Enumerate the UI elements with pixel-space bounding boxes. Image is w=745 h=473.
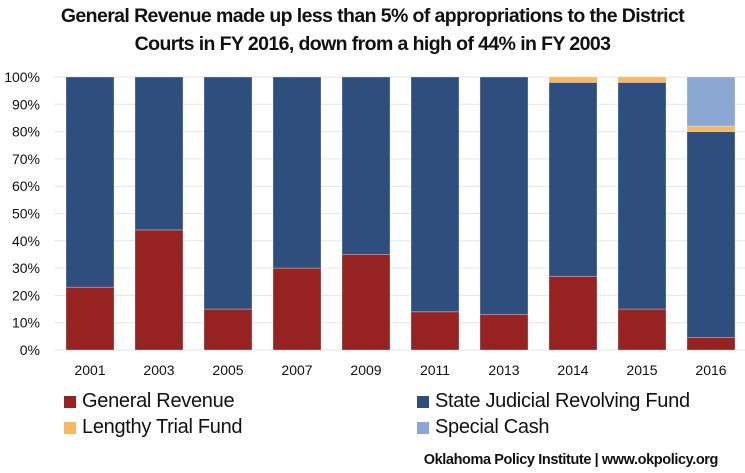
legend-swatch-lengthy-trial-fund bbox=[64, 421, 76, 434]
bar-segment-general-revenue-2013 bbox=[479, 314, 529, 351]
x-tick-label: 2005 bbox=[212, 362, 243, 378]
bar-segment-general-revenue-2005 bbox=[203, 308, 253, 351]
bar-segment-state-judicial-revolving-fund-2009 bbox=[341, 76, 391, 255]
y-tick-label: 90% bbox=[12, 96, 40, 112]
x-tick-label: 2013 bbox=[488, 362, 519, 378]
legend-item-special-cash: Special Cash bbox=[417, 416, 550, 439]
bar-segment-general-revenue-2016 bbox=[686, 337, 736, 351]
bar-segment-state-judicial-revolving-fund-2003 bbox=[134, 76, 184, 231]
legend-swatch-special-cash bbox=[417, 421, 429, 434]
bar-segment-general-revenue-2009 bbox=[341, 254, 391, 351]
bar-segment-state-judicial-revolving-fund-2007 bbox=[272, 76, 322, 269]
x-tick-label: 2015 bbox=[626, 362, 657, 378]
y-tick-label: 0% bbox=[20, 342, 40, 358]
x-tick-label: 2009 bbox=[350, 362, 381, 378]
bar-segment-state-judicial-revolving-fund-2014 bbox=[548, 82, 598, 277]
bar-segment-general-revenue-2003 bbox=[134, 229, 184, 351]
x-tick-label: 2011 bbox=[420, 362, 450, 378]
y-tick-label: 10% bbox=[12, 315, 40, 331]
legend-label-special-cash: Special Cash bbox=[435, 416, 550, 438]
legend-swatch-general-revenue bbox=[64, 395, 76, 408]
y-tick-label: 80% bbox=[12, 124, 40, 140]
bar-segment-state-judicial-revolving-fund-2005 bbox=[203, 76, 253, 310]
source-credit: Oklahoma Policy Institute | www.okpolicy… bbox=[423, 452, 719, 468]
bar-segment-lengthy-trial-fund-2016 bbox=[686, 125, 736, 132]
x-tick-label: 2001 bbox=[74, 362, 105, 378]
bar-segment-general-revenue-2001 bbox=[65, 286, 115, 351]
chart-title-line-2: Courts in FY 2016, down from a high of 4… bbox=[134, 33, 611, 55]
y-tick-label: 30% bbox=[12, 260, 40, 276]
y-tick-label: 50% bbox=[12, 206, 40, 222]
bar-segment-lengthy-trial-fund-2014 bbox=[548, 76, 598, 83]
y-tick-label: 60% bbox=[12, 178, 40, 194]
chart-title-line-1: General Revenue made up less than 5% of … bbox=[60, 5, 685, 27]
legend-label-state-judicial-revolving-fund: State Judicial Revolving Fund bbox=[435, 390, 690, 412]
bar-segment-general-revenue-2015 bbox=[617, 308, 667, 351]
bar-segment-general-revenue-2007 bbox=[272, 267, 322, 351]
bar-segment-special-cash-2016 bbox=[686, 76, 736, 127]
bar-segment-state-judicial-revolving-fund-2013 bbox=[479, 76, 529, 315]
legend-label-lengthy-trial-fund: Lengthy Trial Fund bbox=[82, 416, 243, 438]
legend-item-state-judicial-revolving-fund: State Judicial Revolving Fund bbox=[417, 390, 690, 413]
bar-segment-lengthy-trial-fund-2015 bbox=[617, 76, 667, 83]
chart-title: General Revenue made up less than 5% of … bbox=[0, 2, 745, 58]
y-tick-label: 100% bbox=[4, 69, 40, 85]
bar-segment-general-revenue-2014 bbox=[548, 275, 598, 351]
legend-item-general-revenue: General Revenue bbox=[64, 390, 235, 413]
y-tick-label: 70% bbox=[12, 151, 40, 167]
bar-segment-state-judicial-revolving-fund-2001 bbox=[65, 76, 115, 288]
x-tick-label: 2003 bbox=[143, 362, 174, 378]
legend-item-lengthy-trial-fund: Lengthy Trial Fund bbox=[64, 416, 243, 439]
y-tick-label: 40% bbox=[12, 233, 40, 249]
x-tick-label: 2007 bbox=[281, 362, 312, 378]
bar-segment-state-judicial-revolving-fund-2015 bbox=[617, 82, 667, 310]
x-tick-label: 2016 bbox=[695, 362, 726, 378]
bar-segment-state-judicial-revolving-fund-2016 bbox=[686, 131, 736, 338]
legend-swatch-state-judicial-revolving-fund bbox=[417, 395, 429, 408]
y-tick-label: 20% bbox=[12, 287, 40, 303]
x-tick-label: 2014 bbox=[557, 362, 588, 378]
bar-segment-state-judicial-revolving-fund-2011 bbox=[410, 76, 460, 313]
bar-segment-general-revenue-2011 bbox=[410, 311, 460, 351]
legend-label-general-revenue: General Revenue bbox=[82, 390, 235, 412]
